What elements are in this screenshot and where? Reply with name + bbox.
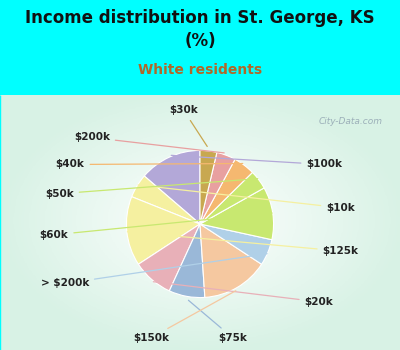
Text: $10k: $10k [138,185,355,213]
Text: $125k: $125k [128,232,359,256]
Wedge shape [200,159,252,224]
Wedge shape [200,150,217,224]
Text: City-Data.com: City-Data.com [319,117,383,126]
Text: White residents: White residents [138,63,262,77]
Wedge shape [200,188,274,240]
Text: $150k: $150k [133,291,236,343]
Text: $40k: $40k [56,160,243,169]
Text: Income distribution in St. George, KS
(%): Income distribution in St. George, KS (%… [25,9,375,50]
Text: $75k: $75k [188,300,247,343]
Text: $50k: $50k [45,179,258,199]
Wedge shape [144,150,200,224]
Wedge shape [200,173,264,224]
Wedge shape [169,224,205,298]
Wedge shape [200,224,262,298]
Wedge shape [132,176,200,224]
Text: $200k: $200k [74,132,224,153]
Text: $100k: $100k [171,155,342,169]
Text: $20k: $20k [153,282,333,307]
Wedge shape [200,152,235,224]
Text: $30k: $30k [169,105,207,146]
Text: > $200k: > $200k [40,254,267,288]
Wedge shape [200,224,272,264]
Wedge shape [138,224,200,291]
Wedge shape [126,197,200,264]
Text: $60k: $60k [40,213,272,240]
